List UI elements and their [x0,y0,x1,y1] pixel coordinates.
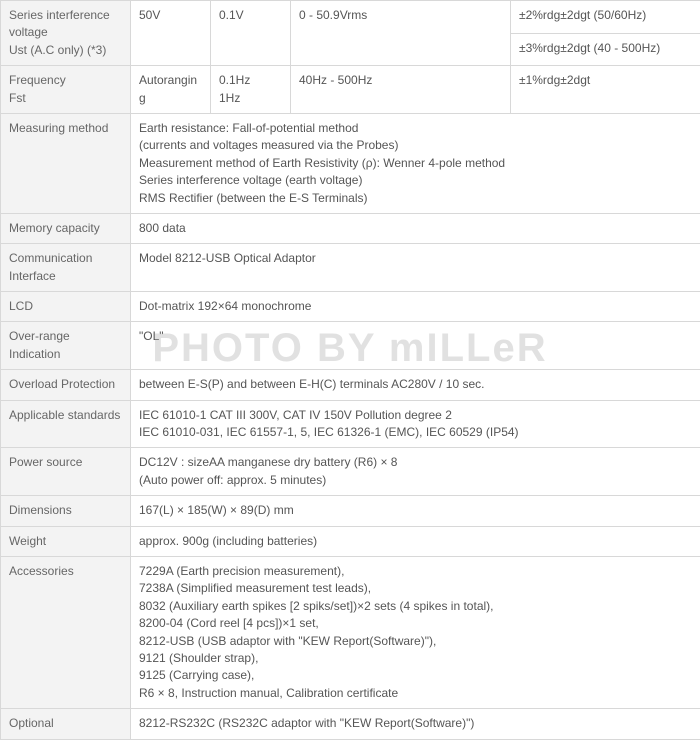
cell: ±2%rdg±2dgt (50/60Hz) [511,1,700,34]
spec-table: Series interference voltageUst (A.C only… [0,0,700,740]
table-row: Power source DC12V : sizeAA manganese dr… [1,448,700,496]
cell: 8212-RS232C (RS232C adaptor with "KEW Re… [131,709,700,739]
row-label: Optional [1,709,131,739]
row-label: Accessories [1,556,131,708]
row-label: Memory capacity [1,213,131,243]
table-row: Communication Interface Model 8212-USB O… [1,244,700,292]
cell: Earth resistance: Fall-of-potential meth… [131,113,700,213]
row-label: Overload Protection [1,370,131,400]
cell: 0.1Hz1Hz [211,66,291,114]
cell: 0 - 50.9Vrms [291,1,511,66]
cell: IEC 61010-1 CAT III 300V, CAT IV 150V Po… [131,400,700,448]
table-row: Series interference voltageUst (A.C only… [1,1,700,34]
table-row: Accessories 7229A (Earth precision measu… [1,556,700,708]
cell: ±3%rdg±2dgt (40 - 500Hz) [511,33,700,66]
table-row: Applicable standards IEC 61010-1 CAT III… [1,400,700,448]
table-row: Over-range Indication "OL" [1,322,700,370]
cell: Dot-matrix 192×64 monochrome [131,292,700,322]
row-label: Weight [1,526,131,556]
cell: ±1%rdg±2dgt [511,66,700,114]
row-label: Applicable standards [1,400,131,448]
table-row: FrequencyFst Autoranging 0.1Hz1Hz 40Hz -… [1,66,700,114]
cell: Model 8212-USB Optical Adaptor [131,244,700,292]
table-row: LCD Dot-matrix 192×64 monochrome [1,292,700,322]
cell: 50V [131,1,211,66]
table-row: Dimensions 167(L) × 185(W) × 89(D) mm [1,496,700,526]
row-label: Over-range Indication [1,322,131,370]
table-row: Memory capacity 800 data [1,213,700,243]
cell: DC12V : sizeAA manganese dry battery (R6… [131,448,700,496]
row-label: Power source [1,448,131,496]
row-label: LCD [1,292,131,322]
cell: 167(L) × 185(W) × 89(D) mm [131,496,700,526]
cell: between E-S(P) and between E-H(C) termin… [131,370,700,400]
row-label: Measuring method [1,113,131,213]
table-row: Overload Protection between E-S(P) and b… [1,370,700,400]
cell: 7229A (Earth precision measurement),7238… [131,556,700,708]
cell: 800 data [131,213,700,243]
table-row: Measuring method Earth resistance: Fall-… [1,113,700,213]
cell: approx. 900g (including batteries) [131,526,700,556]
cell: "OL" [131,322,700,370]
cell: 40Hz - 500Hz [291,66,511,114]
table-row: Optional 8212-RS232C (RS232C adaptor wit… [1,709,700,739]
row-label: Series interference voltageUst (A.C only… [1,1,131,66]
row-label: FrequencyFst [1,66,131,114]
row-label: Dimensions [1,496,131,526]
table-row: Weight approx. 900g (including batteries… [1,526,700,556]
cell: 0.1V [211,1,291,66]
cell: Autoranging [131,66,211,114]
row-label: Communication Interface [1,244,131,292]
